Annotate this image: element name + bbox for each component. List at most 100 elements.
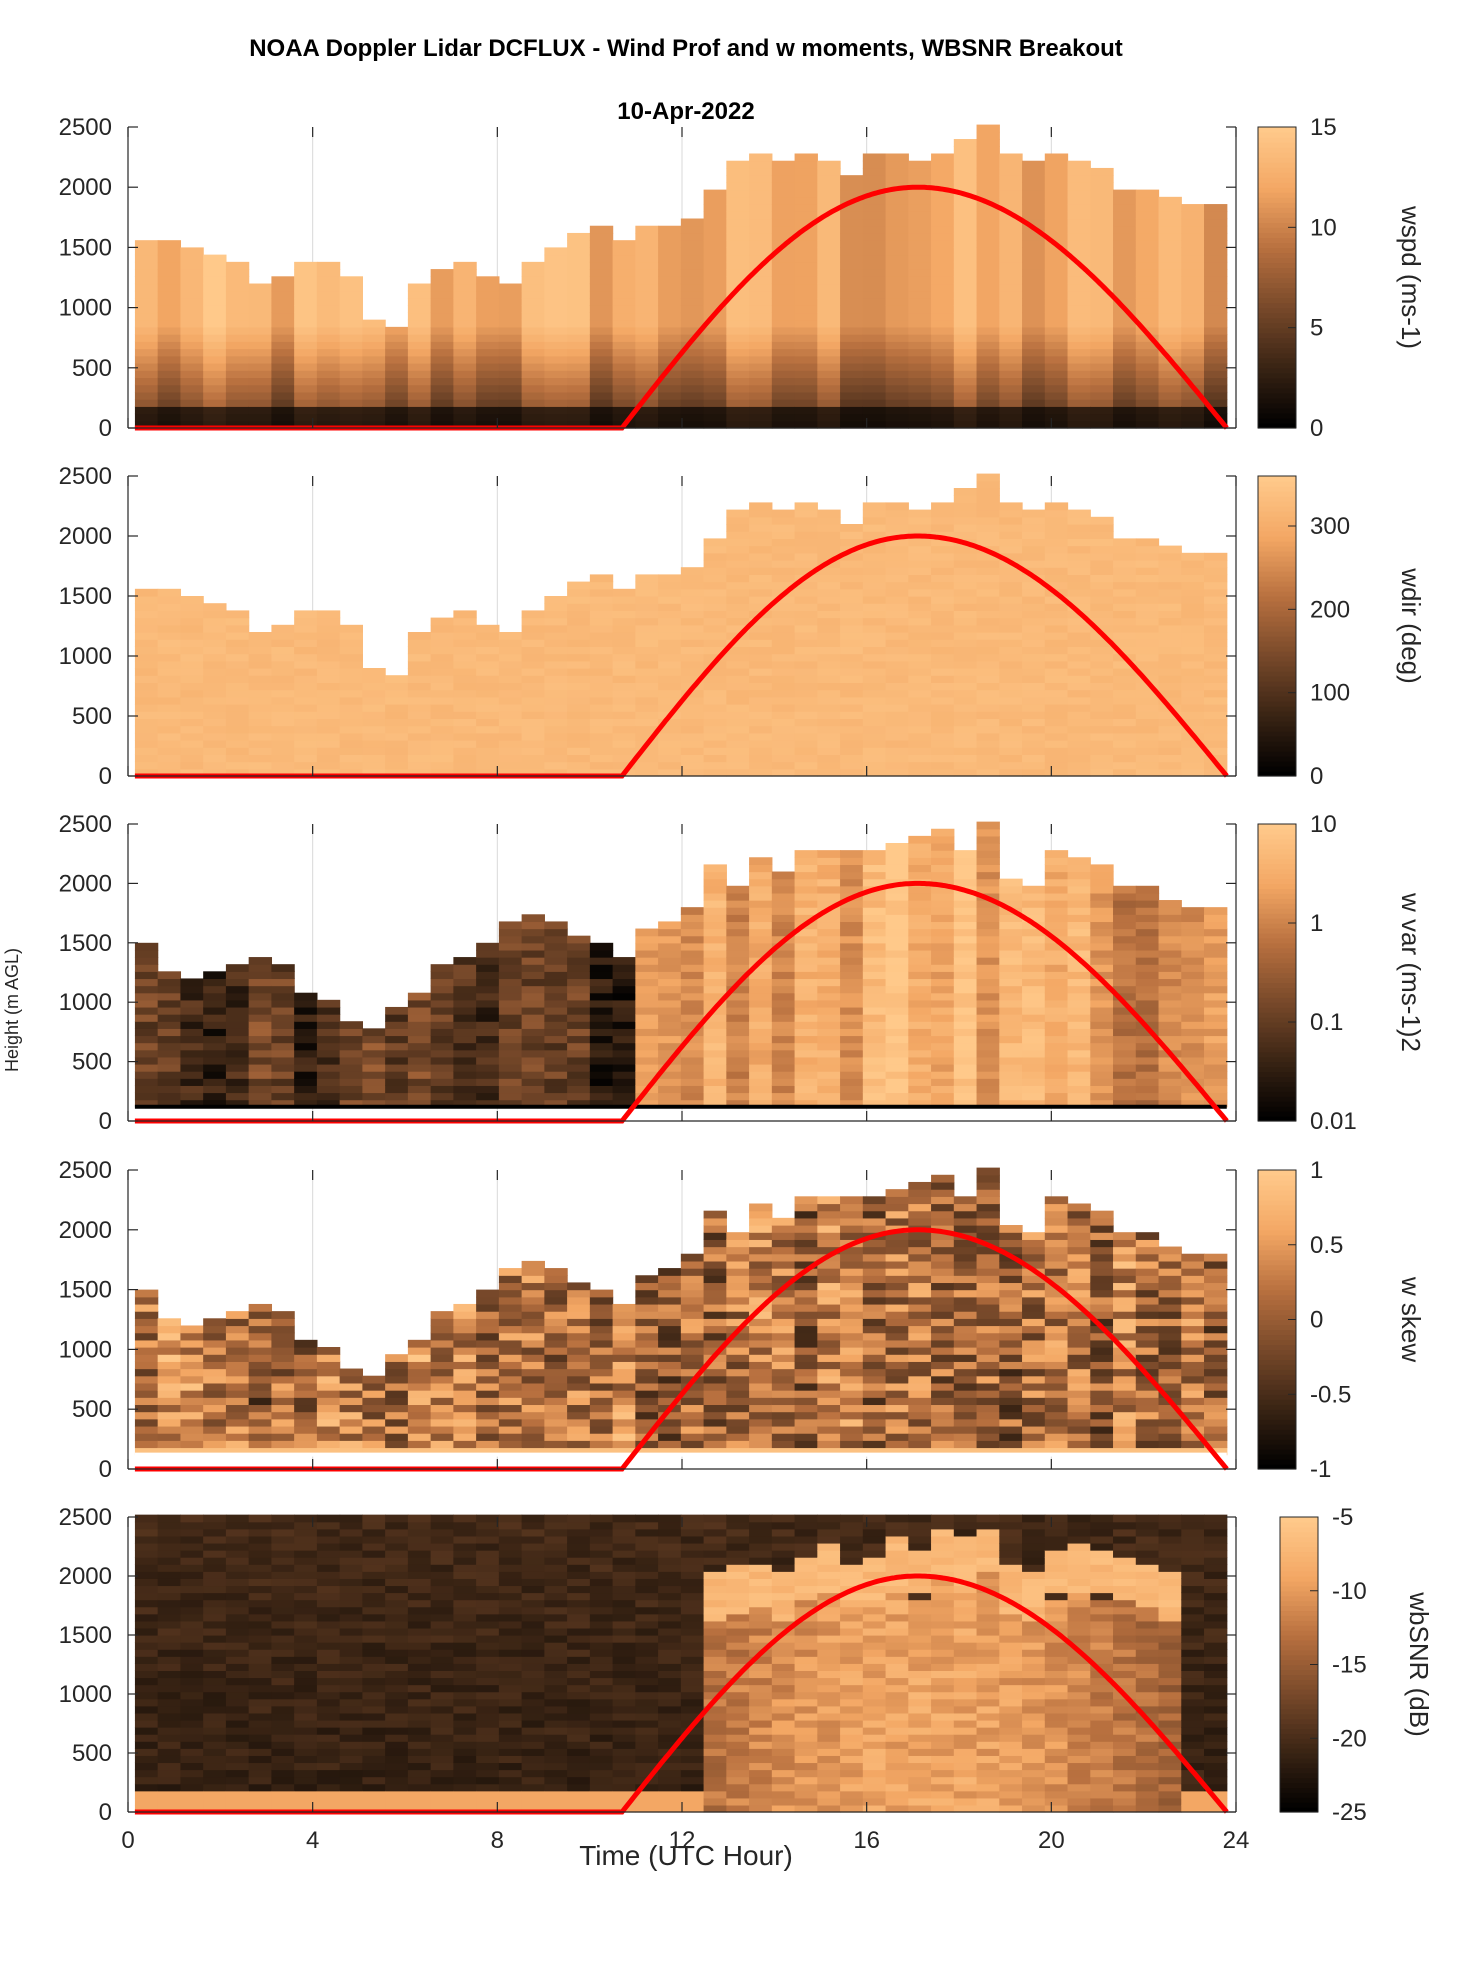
heatmap-cell	[1135, 560, 1160, 568]
heatmap-cell	[999, 377, 1023, 386]
heatmap-cell	[862, 232, 887, 241]
heatmap-cell	[658, 653, 682, 662]
heatmap-cell	[453, 696, 477, 705]
heatmap-cell	[680, 999, 705, 1008]
colorbar-step	[1258, 731, 1296, 737]
heatmap-cell	[567, 957, 591, 965]
heatmap-cell	[521, 326, 545, 335]
heatmap-cell	[157, 297, 182, 306]
heatmap-cell	[885, 964, 909, 972]
heatmap-cell	[658, 1049, 682, 1058]
heatmap-cell	[407, 406, 432, 415]
heatmap-cell	[862, 603, 887, 611]
heatmap-cell	[885, 632, 909, 640]
heatmap-cell	[749, 319, 773, 328]
heatmap-cell	[1135, 283, 1160, 292]
heatmap-cell	[1067, 509, 1091, 518]
heatmap-cell	[476, 632, 500, 640]
heatmap-cell	[589, 1311, 614, 1319]
heatmap-cell	[248, 283, 273, 292]
heatmap-cell	[362, 384, 386, 393]
heatmap-cell	[498, 992, 523, 1001]
heatmap-cell	[1090, 864, 1114, 873]
heatmap-cell	[294, 624, 318, 633]
heatmap-cell	[749, 732, 773, 741]
heatmap-cell	[771, 276, 796, 285]
heatmap-cell	[999, 732, 1023, 741]
heatmap-cell	[840, 1006, 864, 1015]
heatmap-cell	[1181, 254, 1205, 263]
heatmap-cell	[385, 348, 409, 357]
heatmap-cell	[794, 377, 818, 386]
heatmap-cell	[1067, 725, 1091, 734]
heatmap-cell	[749, 355, 773, 364]
heatmap-cell	[749, 682, 773, 691]
heatmap-cell	[612, 740, 636, 748]
heatmap-cell	[407, 1049, 432, 1058]
heatmap-cell	[817, 660, 841, 669]
heatmap-cell	[271, 1085, 295, 1094]
heatmap-cell	[976, 878, 1000, 887]
heatmap-cell	[999, 420, 1023, 429]
heatmap-cell	[134, 992, 159, 1001]
heatmap-cell	[453, 370, 477, 379]
heatmap-cell	[840, 653, 864, 662]
heatmap-cell	[1090, 1042, 1114, 1051]
heatmap-cell	[567, 1014, 591, 1022]
heatmap-cell	[953, 1099, 978, 1108]
heatmap-cell	[953, 552, 978, 561]
heatmap-cell	[726, 964, 750, 972]
heatmap-cell	[498, 639, 523, 647]
heatmap-cell	[430, 312, 454, 321]
heatmap-cell	[1158, 1099, 1182, 1108]
heatmap-cell	[999, 711, 1023, 719]
heatmap-cell	[908, 907, 932, 915]
heatmap-cell	[316, 1028, 341, 1037]
heatmap-cell	[749, 370, 773, 379]
heatmap-cell	[203, 355, 227, 364]
heatmap-cell	[1204, 1071, 1228, 1079]
heatmap-cell	[999, 312, 1023, 321]
heatmap-cell	[157, 276, 182, 285]
heatmap-cell	[430, 1361, 454, 1370]
heatmap-cell	[794, 928, 818, 937]
heatmap-cell	[976, 269, 1000, 277]
heatmap-cell	[1090, 1085, 1114, 1094]
heatmap-cell	[498, 370, 523, 379]
heatmap-cell	[203, 1085, 227, 1094]
heatmap-cell	[862, 574, 887, 583]
heatmap-cell	[1090, 552, 1114, 561]
heatmap-cell	[589, 949, 614, 958]
heatmap-cell	[225, 276, 250, 285]
heatmap-cell	[794, 269, 818, 277]
heatmap-cell	[794, 552, 818, 561]
heatmap-cell	[976, 900, 1000, 908]
heatmap-cell	[999, 668, 1023, 676]
heatmap-cell	[248, 1339, 273, 1348]
heatmap-cell	[1135, 261, 1160, 270]
heatmap-cell	[134, 370, 159, 379]
heatmap-cell	[521, 305, 545, 314]
heatmap-cell	[1090, 928, 1114, 937]
heatmap-cell	[862, 740, 887, 748]
heatmap-cell	[1113, 907, 1137, 915]
heatmap-cell	[1090, 914, 1114, 923]
heatmap-cell	[271, 1368, 295, 1377]
heatmap-cell	[180, 1085, 204, 1094]
heatmap-cell	[1135, 935, 1160, 944]
heatmap-cell	[703, 675, 727, 683]
heatmap-cell	[1158, 999, 1182, 1008]
heatmap-cell	[680, 1071, 705, 1079]
heatmap-cell	[885, 391, 909, 400]
heatmap-cell	[134, 377, 159, 386]
heatmap-cell	[521, 370, 545, 379]
heatmap-cell	[589, 1092, 614, 1101]
heatmap-cell	[180, 718, 204, 727]
heatmap-cell	[203, 290, 227, 299]
heatmap-cell	[794, 864, 818, 873]
heatmap-cell	[203, 319, 227, 328]
heatmap-cell	[1067, 588, 1091, 597]
heatmap-cell	[908, 261, 932, 270]
heatmap-cell	[362, 406, 386, 415]
heatmap-cell	[953, 732, 978, 741]
